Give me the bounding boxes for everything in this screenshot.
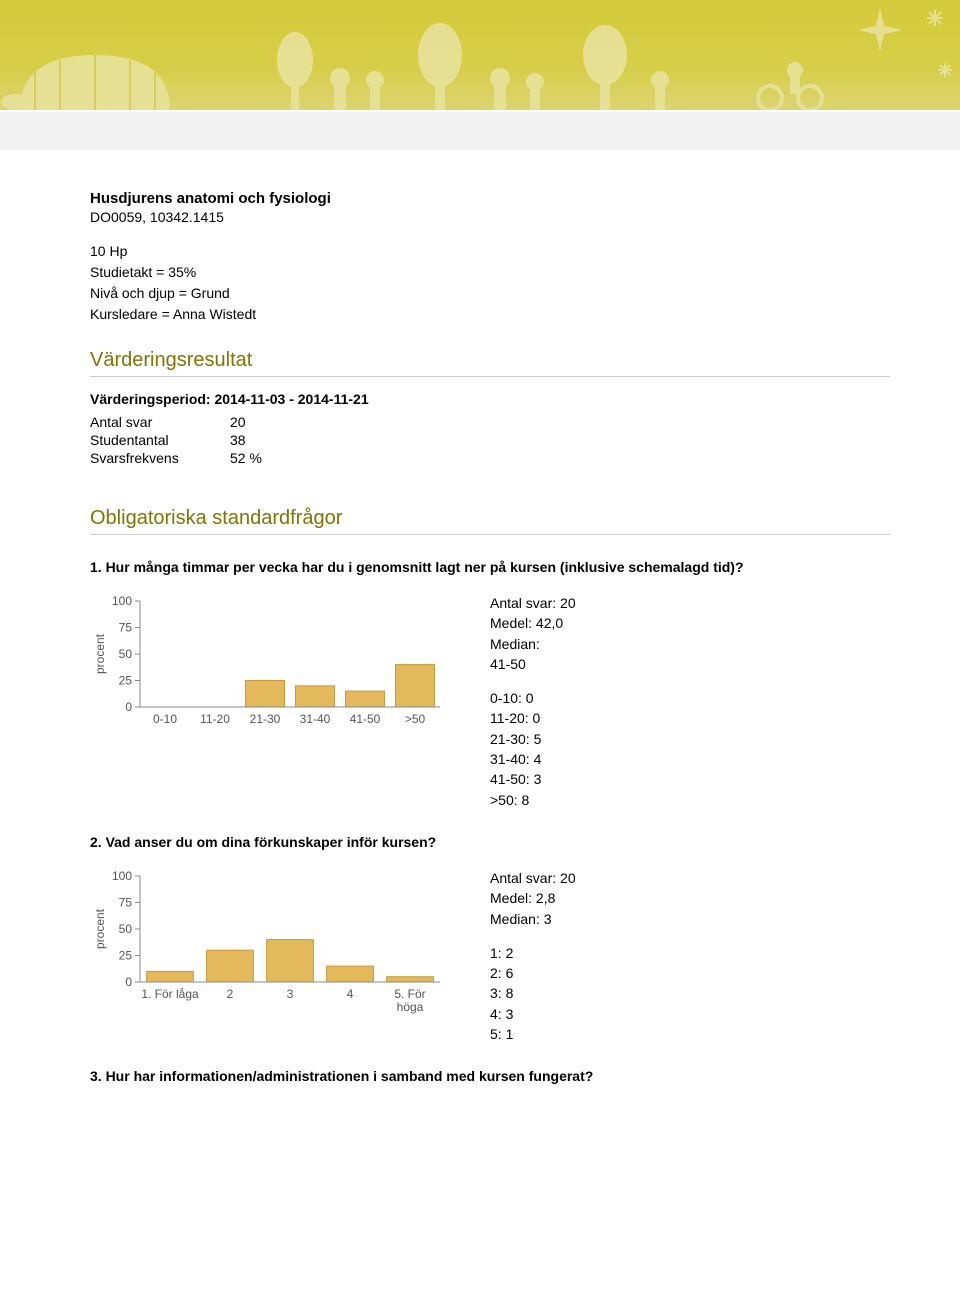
svg-text:procent: procent	[93, 908, 107, 949]
banner-top	[0, 0, 960, 110]
question-1-row: 0 25 50 75 100 0-10 11-20 21-30 31-40 41-50 >50 pro…	[90, 593, 890, 810]
course-title: Husdjurens anatomi och fysiologi	[90, 190, 890, 207]
table-row: Studentantal 38	[90, 431, 262, 449]
svg-text:3: 3	[287, 987, 294, 1001]
period-label: Värderingsperiod:	[90, 391, 211, 407]
stat-line: 1: 2	[490, 943, 576, 963]
svg-text:75: 75	[119, 621, 133, 635]
svg-text:25: 25	[119, 948, 133, 962]
question-1-text: 1. Hur många timmar per vecka har du i g…	[90, 559, 810, 575]
svg-text:50: 50	[119, 922, 133, 936]
response-stats-table: Antal svar 20 Studentantal 38 Svarsfrekv…	[90, 413, 262, 467]
stat-line: Median: 3	[490, 909, 576, 929]
table-row: Antal svar 20	[90, 413, 262, 431]
stat-line: 3: 8	[490, 983, 576, 1003]
stat-line: 5: 1	[490, 1024, 576, 1044]
stat-line: Medel: 42,0	[490, 613, 576, 633]
svg-text:2: 2	[227, 987, 234, 1001]
svg-text:25: 25	[119, 674, 133, 688]
stat-line: Antal svar: 20	[490, 868, 576, 888]
course-level: Nivå och djup = Grund	[90, 283, 890, 304]
header-banner	[0, 0, 960, 150]
stat-value: 20	[230, 413, 262, 431]
question-2-stats: Antal svar: 20 Medel: 2,8 Median: 3 1: 2…	[490, 868, 576, 1044]
course-hp: 10 Hp	[90, 241, 890, 262]
svg-text:höga: höga	[397, 1000, 424, 1014]
course-leader: Kursledare = Anna Wistedt	[90, 304, 890, 325]
stat-line: 0-10: 0	[490, 688, 576, 708]
svg-text:41-50: 41-50	[350, 712, 381, 726]
stat-line: 41-50: 3	[490, 769, 576, 789]
question-3-text: 3. Hur har informationen/administratione…	[90, 1068, 810, 1084]
course-meta: 10 Hp Studietakt = 35% Nivå och djup = G…	[90, 241, 890, 325]
svg-text:4: 4	[347, 987, 354, 1001]
svg-text:100: 100	[112, 869, 132, 883]
stat-line: 4: 3	[490, 1004, 576, 1024]
svg-text:5. För: 5. För	[394, 987, 425, 1001]
banner-silhouette	[0, 0, 960, 110]
obligatory-heading: Obligatoriska standardfrågor	[90, 507, 890, 535]
evaluation-period: Värderingsperiod: 2014-11-03 - 2014-11-2…	[90, 391, 890, 407]
svg-text:31-40: 31-40	[300, 712, 331, 726]
stat-line: 31-40: 4	[490, 749, 576, 769]
table-row: Svarsfrekvens 52 %	[90, 449, 262, 467]
stat-value: 52 %	[230, 449, 262, 467]
stat-line: Antal svar: 20	[490, 593, 576, 613]
svg-text:75: 75	[119, 895, 133, 909]
question-2-chart: 0 25 50 75 100 1. För låga 2 3 4 5. Förhöga procen…	[90, 868, 450, 1021]
stat-line: 2: 6	[490, 963, 576, 983]
content: Husdjurens anatomi och fysiologi DO0059,…	[0, 150, 960, 1142]
stat-line: 21-30: 5	[490, 729, 576, 749]
question-2-row: 0 25 50 75 100 1. För låga 2 3 4 5. Förhöga procen…	[90, 868, 890, 1044]
results-heading: Värderingsresultat	[90, 349, 890, 377]
svg-text:21-30: 21-30	[250, 712, 281, 726]
banner-bottom	[0, 110, 960, 150]
question-1-stats: Antal svar: 20 Medel: 42,0 Median: 41-50…	[490, 593, 576, 810]
stat-label: Antal svar	[90, 413, 230, 431]
stat-line: 41-50	[490, 654, 576, 674]
svg-text:0-10: 0-10	[153, 712, 177, 726]
svg-text:0: 0	[125, 975, 132, 989]
svg-text:1. För låga: 1. För låga	[141, 987, 199, 1001]
stat-line: Medel: 2,8	[490, 888, 576, 908]
course-pace: Studietakt = 35%	[90, 262, 890, 283]
question-1-chart: 0 25 50 75 100 0-10 11-20 21-30 31-40 41-50 >50 pro…	[90, 593, 450, 746]
period-value: 2014-11-03 - 2014-11-21	[214, 391, 368, 407]
stat-value: 38	[230, 431, 262, 449]
stat-label: Svarsfrekvens	[90, 449, 230, 467]
svg-text:100: 100	[112, 594, 132, 608]
stat-line: Median:	[490, 634, 576, 654]
course-code: DO0059, 10342.1415	[90, 209, 890, 225]
stat-label: Studentantal	[90, 431, 230, 449]
svg-text:11-20: 11-20	[200, 712, 230, 726]
question-2-text: 2. Vad anser du om dina förkunskaper inf…	[90, 834, 810, 850]
stat-line: >50: 8	[490, 790, 576, 810]
svg-text:50: 50	[119, 647, 133, 661]
stat-line: 11-20: 0	[490, 708, 576, 728]
svg-text:>50: >50	[405, 712, 426, 726]
svg-text:0: 0	[125, 700, 132, 714]
svg-text:procent: procent	[93, 633, 107, 674]
